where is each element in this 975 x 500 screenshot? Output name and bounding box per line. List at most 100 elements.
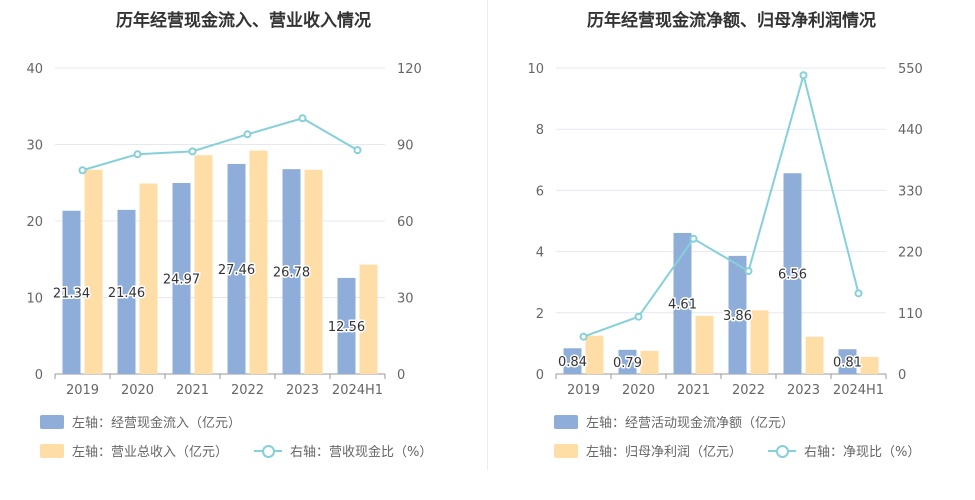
bar-data-label: 3.86 — [723, 309, 752, 324]
y-tick-label-left: 0 — [536, 368, 544, 383]
line-point — [854, 289, 863, 298]
bar-data-label: 6.56 — [778, 268, 807, 283]
legend-label: 右轴：净现比（%） — [804, 445, 921, 460]
x-tick-label: 2022 — [732, 383, 765, 398]
line-point — [689, 234, 698, 243]
legend-swatch-bar — [40, 443, 64, 458]
legend-label: 右轴：营收现金比（%） — [290, 445, 433, 460]
chart-title: 历年经营现金流入、营业收入情况 — [116, 11, 371, 31]
y-tick-label-left: 30 — [26, 139, 43, 154]
legend-label: 左轴：经营活动现金流净额（亿元） — [586, 416, 795, 431]
bar-data-label: 21.46 — [108, 286, 145, 301]
bar-series2 — [750, 310, 769, 374]
line-point — [634, 312, 643, 321]
bar-series2 — [304, 169, 323, 374]
y-tick-label-right: 120 — [397, 62, 422, 77]
bar-data-label: 21.34 — [53, 286, 90, 301]
x-tick-label: 2020 — [622, 383, 655, 398]
bar-series2 — [695, 315, 714, 374]
bar-data-label: 26.78 — [273, 266, 310, 281]
x-tick-label: 2023 — [787, 383, 820, 398]
legend-line-key — [768, 444, 797, 458]
legend-swatch-bar — [554, 443, 578, 458]
legend-label: 左轴：营业总收入（亿元） — [72, 445, 229, 460]
bar-series2 — [805, 336, 824, 374]
chart-plot: 0 0 2 110 4 220 6 330 8 440 10 550 2019 0.84 2020 0.79 2… — [527, 62, 923, 398]
bar-data-label: 12.56 — [328, 320, 365, 335]
x-tick-label: 2023 — [286, 383, 319, 398]
bar-series1 — [117, 209, 136, 374]
bar-series1 — [62, 210, 81, 374]
y-tick-label-left: 10 — [26, 292, 43, 307]
bar-series2 — [359, 264, 378, 374]
legend-row: 左轴：经营现金流入（亿元） — [40, 412, 241, 431]
bar-data-label: 27.46 — [218, 263, 255, 278]
y-tick-label-left: 40 — [26, 62, 43, 77]
bar-series1 — [337, 277, 356, 374]
bar-data-label: 0.79 — [613, 356, 642, 371]
y-tick-label-left: 2 — [536, 307, 544, 322]
line-point — [579, 332, 588, 341]
legend-line-key — [254, 444, 283, 458]
bar-data-label: 4.61 — [668, 297, 697, 312]
y-tick-label-right: 220 — [898, 246, 923, 261]
y-tick-label-left: 20 — [26, 215, 43, 230]
bar-series1 — [172, 182, 191, 374]
line-point — [133, 150, 142, 159]
legend-row: 左轴：归母净利润（亿元） 右轴：净现比（%） — [554, 441, 920, 460]
bar-series2 — [860, 356, 879, 374]
y-tick-label-right: 0 — [397, 368, 405, 383]
bar-series1 — [563, 348, 582, 374]
bar-data-label: 0.84 — [558, 355, 587, 370]
line-point — [188, 147, 197, 156]
y-tick-label-left: 8 — [536, 123, 544, 138]
line-series — [583, 71, 860, 338]
bar-series1 — [783, 173, 802, 374]
chart-panel-right: 历年经营现金流净额、归母净利润情况 0 0 2 110 4 220 6 330 8 440 10 55… — [488, 0, 975, 500]
x-tick-label: 2024H1 — [833, 383, 884, 398]
y-tick-label-right: 60 — [397, 215, 414, 230]
x-tick-label: 2019 — [66, 383, 99, 398]
y-tick-label-right: 550 — [898, 62, 923, 77]
chart-panel-left: 历年经营现金流入、营业收入情况 0 0 10 30 20 60 30 90 40 120 2019 2… — [0, 0, 487, 500]
legend-swatch-bar — [554, 414, 578, 429]
bar-series2 — [194, 155, 213, 374]
x-tick-label: 2022 — [231, 383, 264, 398]
y-tick-label-left: 0 — [35, 368, 43, 383]
line-point — [78, 166, 87, 175]
bar-series2 — [249, 150, 268, 374]
line-point — [353, 146, 362, 155]
line-series — [82, 117, 359, 172]
legend-row: 左轴：经营活动现金流净额（亿元） — [554, 412, 794, 431]
bar-data-label: 0.81 — [833, 356, 862, 371]
x-tick-label: 2021 — [677, 383, 710, 398]
legend-row: 左轴：营业总收入（亿元） 右轴：营收现金比（%） — [40, 441, 432, 460]
legend-label: 左轴：归母净利润（亿元） — [586, 445, 743, 460]
y-tick-label-left: 4 — [536, 246, 544, 261]
line-point — [799, 71, 808, 80]
bar-series2 — [640, 350, 659, 374]
bar-series2 — [139, 183, 158, 374]
line-point — [744, 267, 753, 276]
bar-series2 — [585, 335, 604, 374]
x-tick-label: 2024H1 — [332, 383, 383, 398]
y-tick-label-right: 90 — [397, 139, 414, 154]
y-tick-label-right: 0 — [898, 368, 906, 383]
y-tick-label-right: 330 — [898, 184, 923, 199]
bar-data-label: 24.97 — [163, 272, 200, 287]
x-tick-label: 2019 — [567, 383, 600, 398]
bar-series1 — [728, 255, 747, 374]
chart-title: 历年经营现金流净额、归母净利润情况 — [587, 11, 876, 31]
line-point — [298, 114, 307, 123]
x-tick-label: 2021 — [176, 383, 209, 398]
x-tick-label: 2020 — [121, 383, 154, 398]
bar-series1 — [282, 169, 301, 374]
legend-swatch-bar — [40, 414, 64, 429]
y-tick-label-right: 440 — [898, 123, 923, 138]
line-point — [243, 130, 252, 139]
y-tick-label-right: 30 — [397, 292, 414, 307]
bar-series2 — [84, 169, 103, 374]
bar-series1 — [838, 349, 857, 374]
y-tick-label-left: 10 — [527, 62, 544, 77]
y-tick-label-right: 110 — [898, 307, 923, 322]
